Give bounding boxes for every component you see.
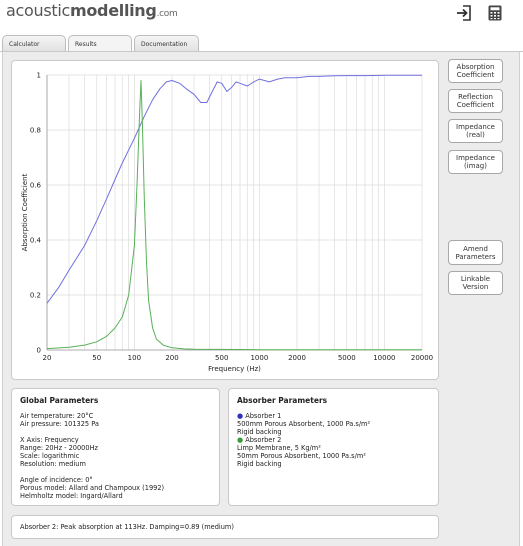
absorber-parameters-panel: Absorber Parameters ● Absorber 1 500mm P… xyxy=(228,388,439,506)
x-tick-label: 100 xyxy=(128,354,141,362)
y-tick-label: 0.4 xyxy=(30,237,42,245)
absorber-2-series-line xyxy=(46,80,422,351)
x-tick-label: 2000 xyxy=(288,354,306,362)
tab-documentation-label: Documentation xyxy=(141,41,188,48)
angle-of-incidence-text: Angle of incidence: 0° xyxy=(20,476,93,484)
x-tick-label: 500 xyxy=(215,354,228,362)
absorber-1-name: Absorber 1 xyxy=(245,412,282,420)
x-tick-label: 10000 xyxy=(373,354,395,362)
amend-parameters-label: Amend Parameters xyxy=(455,244,496,261)
absorber-1-layer-1: 500mm Porous Absorbent, 1000 Pa.s/m² xyxy=(237,420,371,428)
tab-calculator-label: Calculator xyxy=(9,41,40,48)
y-tick-label: 0 xyxy=(37,347,41,355)
x-tick-label: 20 xyxy=(43,354,52,362)
logo-text-domain: .com xyxy=(156,9,178,19)
chart-panel: 0 0.2 0.4 0.6 0.8 1 20 50 100 200 500 1000 2000 5000 1… xyxy=(11,60,439,380)
absorber-2-layer-1: Limp Membrane, 5 Kg/m² xyxy=(237,444,321,452)
linkable-version-button[interactable]: Linkable Version xyxy=(448,271,503,295)
absorber-2-bullet: ● xyxy=(237,436,244,444)
linkable-version-label: Linkable Version xyxy=(460,275,491,291)
range-text: Range: 20Hz - 20000Hz xyxy=(20,444,98,452)
absorber-2-backing: Rigid backing xyxy=(237,460,282,468)
scale-text: Scale: logarithmic xyxy=(20,452,80,460)
global-parameters-panel: Global Parameters Air temperature: 20°C … xyxy=(11,388,220,506)
absorber-2-layer-2: 50mm Porous Absorbent, 1000 Pa.s/m² xyxy=(237,452,366,460)
tab-results-label: Results xyxy=(75,41,97,48)
y-tick-label: 0.6 xyxy=(30,182,42,190)
logo-text-acoustic: acoustic xyxy=(6,1,70,20)
absorption-coefficient-label: Absorption Coefficient xyxy=(456,63,495,79)
x-tick-label: 20000 xyxy=(411,354,433,362)
x-axis-text: X Axis: Frequency xyxy=(20,436,79,444)
tab-divider xyxy=(0,51,523,52)
status-panel: Absorber 2: Peak absorption at 113Hz. Da… xyxy=(11,515,439,539)
logo-text-modelling: modelling xyxy=(69,1,157,20)
absorption-chart: 0 0.2 0.4 0.6 0.8 1 20 50 100 200 500 1000 2000 5000 1… xyxy=(21,72,433,374)
absorber-1-series-line xyxy=(46,74,422,304)
absorber-1-bullet: ● xyxy=(237,412,244,420)
porous-model-text: Porous model: Allard and Champoux (1992) xyxy=(20,484,165,492)
impedance-imag-button[interactable]: Impedance (imag) xyxy=(448,150,503,174)
air-pressure-text: Air pressure: 101325 Pa xyxy=(20,420,99,428)
y-tick-label: 0.2 xyxy=(30,292,41,300)
impedance-imag-label: Impedance (imag) xyxy=(456,154,495,170)
absorption-coefficient-button[interactable]: Absorption Coefficient xyxy=(448,59,503,83)
resolution-text: Resolution: medium xyxy=(20,460,86,468)
helmholtz-model-text: Helmholtz model: Ingard/Allard xyxy=(20,492,123,500)
reflection-coefficient-label: Reflection Coefficient xyxy=(456,93,495,109)
peak-absorption-status: Absorber 2: Peak absorption at 113Hz. Da… xyxy=(20,523,234,531)
y-axis-label: Absorption Coefficient xyxy=(21,173,29,251)
x-tick-label: 200 xyxy=(165,354,178,362)
global-parameters-title: Global Parameters xyxy=(20,396,99,405)
tab-documentation[interactable]: Documentation xyxy=(134,35,199,51)
air-temperature-text: Air temperature: 20°C xyxy=(20,412,94,420)
tab-bar: Calculator Results Documentation xyxy=(0,34,523,52)
y-tick-label: 1 xyxy=(37,72,41,80)
tab-results[interactable]: Results xyxy=(68,35,132,51)
calculator-icon[interactable] xyxy=(486,4,504,22)
reflection-coefficient-button[interactable]: Reflection Coefficient xyxy=(448,89,503,113)
impedance-real-button[interactable]: Impedance (real) xyxy=(448,119,503,143)
x-axis-label: Frequency (Hz) xyxy=(208,365,261,373)
tab-calculator[interactable]: Calculator xyxy=(2,35,66,51)
site-logo[interactable]: acousticmodelling.com xyxy=(6,1,178,20)
x-tick-label: 1000 xyxy=(250,354,268,362)
x-tick-label: 5000 xyxy=(338,354,356,362)
absorber-1-backing: Rigid backing xyxy=(237,428,282,436)
login-icon[interactable] xyxy=(455,4,473,22)
impedance-real-label: Impedance (real) xyxy=(456,123,495,139)
x-tick-label: 50 xyxy=(92,354,101,362)
absorber-2-name: Absorber 2 xyxy=(245,436,282,444)
y-tick-label: 0.8 xyxy=(30,127,41,135)
absorber-parameters-title: Absorber Parameters xyxy=(237,396,328,405)
amend-parameters-button[interactable]: Amend Parameters xyxy=(448,240,503,265)
app-header: acousticmodelling.com xyxy=(0,0,523,34)
